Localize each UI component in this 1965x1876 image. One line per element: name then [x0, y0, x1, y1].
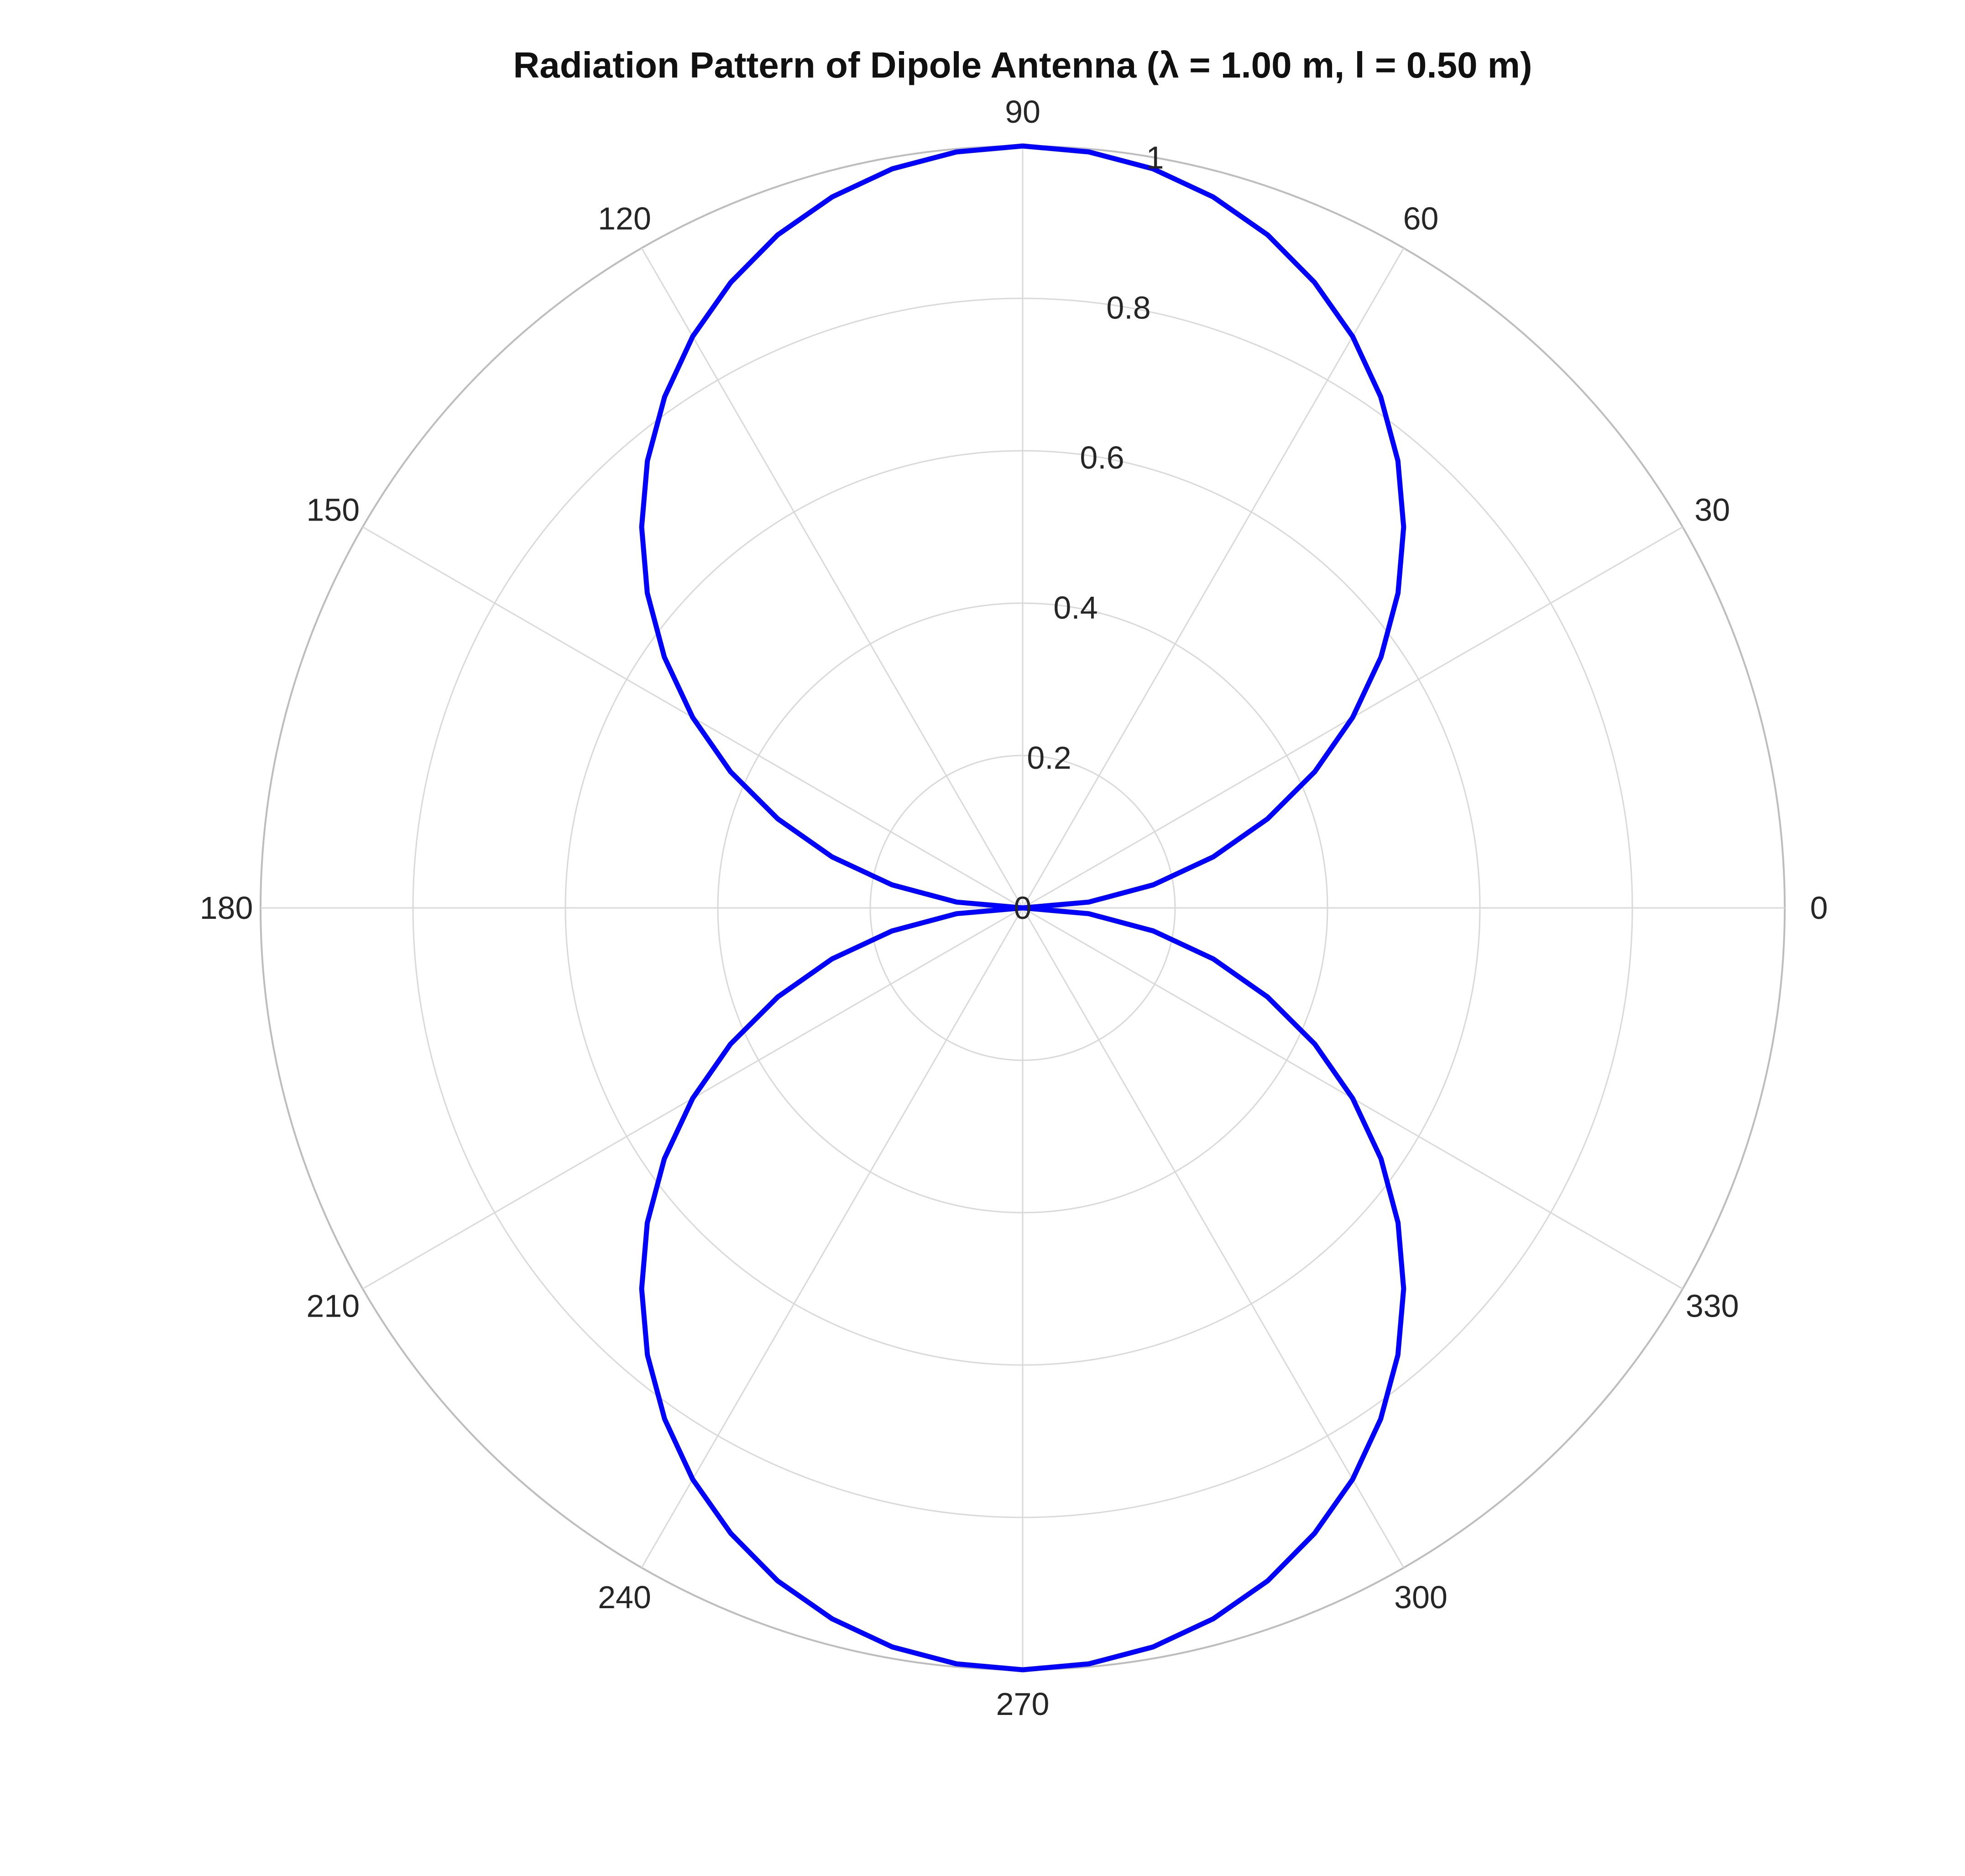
- angle-tick-label: 180: [200, 890, 253, 926]
- radius-tick-label: 0.4: [1053, 590, 1097, 625]
- radius-tick-label: 0: [1014, 890, 1032, 926]
- angle-tick-labels: 0 30 60 90 120 150 180 210 240 270 300 330: [200, 94, 1828, 1722]
- series-layer: [639, 143, 1406, 1673]
- angle-tick-label: 120: [598, 201, 651, 236]
- angle-tick-label: 90: [1005, 94, 1040, 130]
- polar-grid: [260, 145, 1786, 1671]
- angle-tick-label: 0: [1810, 890, 1828, 926]
- grid-spoke-60: [1022, 247, 1405, 908]
- radius-tick-label: 0.8: [1106, 290, 1150, 325]
- angle-tick-label: 60: [1403, 201, 1439, 236]
- angle-tick-label: 330: [1686, 1288, 1739, 1324]
- grid-spoke-120: [641, 247, 1024, 908]
- grid-spoke-300: [1022, 907, 1405, 1569]
- radius-tick-labels: 0 0.2 0.4 0.6 0.8 1: [1014, 140, 1164, 926]
- radius-tick-label: 0.6: [1080, 440, 1124, 475]
- angle-tick-label: 240: [598, 1579, 651, 1615]
- angle-tick-label: 300: [1394, 1579, 1448, 1615]
- grid-spoke-240: [641, 907, 1024, 1569]
- angle-tick-label: 150: [306, 492, 360, 528]
- radius-tick-label: 1: [1146, 140, 1164, 175]
- radius-tick-label: 0.2: [1027, 740, 1071, 776]
- angle-tick-label: 270: [996, 1686, 1050, 1722]
- angle-tick-label: 30: [1694, 492, 1730, 528]
- angle-tick-label: 210: [306, 1288, 360, 1324]
- series-line-0: [639, 143, 1406, 1673]
- chart-title: Radiation Pattern of Dipole Antenna (λ =…: [513, 45, 1532, 85]
